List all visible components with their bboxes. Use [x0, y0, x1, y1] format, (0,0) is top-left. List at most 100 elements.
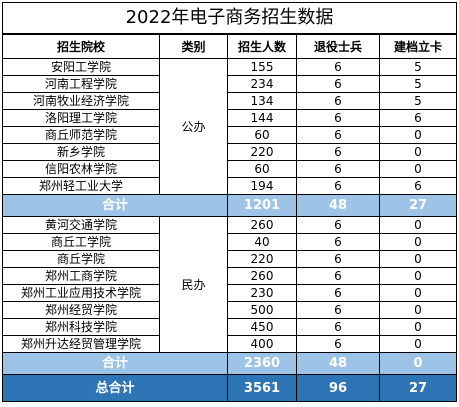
grand-total-label: 总合计: [2, 374, 228, 402]
registered-poor-value: 0: [379, 216, 457, 234]
registered-poor-value: 5: [379, 92, 457, 110]
table-row: 信阳农林学院 60 6 0: [2, 160, 457, 178]
registered-poor-value: 0: [379, 267, 457, 285]
school-name: 安阳工学院: [2, 58, 160, 76]
registered-poor-value: 0: [379, 301, 457, 319]
table-row: 郑州轻工业大学 194 6 6: [2, 177, 457, 195]
table-row: 商丘工学院 40 6 0: [2, 233, 457, 251]
veterans-value: 6: [296, 284, 380, 302]
veterans-value: 6: [296, 160, 380, 178]
table-row: 黄河交通学院 民办 260 6 0: [2, 216, 457, 353]
veterans-value: 6: [296, 335, 380, 353]
table-row: 郑州升达经贸管理学院 400 6 0: [2, 335, 457, 353]
enrollment-value: 60: [227, 126, 297, 144]
school-name: 新乡学院: [2, 143, 160, 161]
enrollment-value: 220: [227, 143, 297, 161]
table-row: 商丘师范学院 60 6 0: [2, 126, 457, 144]
school-name: 郑州升达经贸管理学院: [2, 335, 160, 353]
grand-total-registered-poor: 27: [379, 374, 457, 402]
table-row: 郑州工业应用技术学院 230 6 0: [2, 284, 457, 302]
veterans-value: 6: [296, 92, 380, 110]
veterans-value: 6: [296, 233, 380, 251]
table-row: 洛阳理工学院 144 6 6: [2, 109, 457, 127]
enrollment-value: 134: [227, 92, 297, 110]
school-name: 黄河交通学院: [2, 216, 160, 234]
school-name: 洛阳理工学院: [2, 109, 160, 127]
subtotal-row: 合计 1201 48 27: [2, 194, 457, 217]
veterans-value: 6: [296, 250, 380, 268]
veterans-value: 6: [296, 301, 380, 319]
table-row: 郑州经贸学院 500 6 0: [2, 301, 457, 319]
table-row: 安阳工学院 公办 155 6 5: [2, 58, 457, 195]
enrollment-value: 500: [227, 301, 297, 319]
veterans-value: 6: [296, 216, 380, 234]
grand-total-row: 总合计 3561 96 27: [2, 374, 457, 402]
veterans-value: 6: [296, 58, 380, 76]
school-name: 商丘工学院: [2, 233, 160, 251]
veterans-value: 6: [296, 177, 380, 195]
school-name: 河南工程学院: [2, 75, 160, 93]
title-row: 2022年电子商务招生数据: [2, 2, 457, 35]
subtotal-row: 合计 2360 48 0: [2, 352, 457, 375]
category-cell: 公办: [159, 58, 228, 195]
subtotal-veterans: 48: [296, 352, 380, 375]
enrollment-table: 2022年电子商务招生数据 招生院校 类别 招生人数 退役士兵 建档立卡 安阳工…: [2, 2, 457, 402]
header-registered-poor: 建档立卡: [379, 33, 457, 59]
table-row: 商丘学院 220 6 0: [2, 250, 457, 268]
school-name: 商丘学院: [2, 250, 160, 268]
school-name: 郑州轻工业大学: [2, 177, 160, 195]
registered-poor-value: 0: [379, 126, 457, 144]
header-enrollment: 招生人数: [227, 33, 297, 59]
registered-poor-value: 0: [379, 143, 457, 161]
registered-poor-value: 5: [379, 75, 457, 93]
enrollment-value: 234: [227, 75, 297, 93]
enrollment-value: 60: [227, 160, 297, 178]
registered-poor-value: 0: [379, 284, 457, 302]
enrollment-value: 260: [227, 216, 297, 234]
registered-poor-value: 0: [379, 250, 457, 268]
registered-poor-value: 0: [379, 233, 457, 251]
table-row: 郑州工商学院 260 6 0: [2, 267, 457, 285]
school-name: 郑州工商学院: [2, 267, 160, 285]
subtotal-enrollment: 1201: [227, 194, 297, 217]
registered-poor-value: 5: [379, 58, 457, 76]
table-row: 河南牧业经济学院 134 6 5: [2, 92, 457, 110]
header-veterans: 退役士兵: [296, 33, 380, 59]
subtotal-registered-poor: 0: [379, 352, 457, 375]
veterans-value: 6: [296, 267, 380, 285]
table-row: 河南工程学院 234 6 5: [2, 75, 457, 93]
header-row: 招生院校 类别 招生人数 退役士兵 建档立卡: [2, 33, 457, 59]
subtotal-label: 合计: [2, 352, 228, 375]
school-name: 郑州科技学院: [2, 318, 160, 336]
subtotal-veterans: 48: [296, 194, 380, 217]
enrollment-value: 40: [227, 233, 297, 251]
enrollment-value: 155: [227, 58, 297, 76]
school-name: 郑州工业应用技术学院: [2, 284, 160, 302]
registered-poor-value: 6: [379, 177, 457, 195]
veterans-value: 6: [296, 143, 380, 161]
school-name: 河南牧业经济学院: [2, 92, 160, 110]
enrollment-value: 194: [227, 177, 297, 195]
header-category: 类别: [159, 33, 228, 59]
enrollment-value: 230: [227, 284, 297, 302]
category-cell: 民办: [159, 216, 228, 353]
enrollment-value: 400: [227, 335, 297, 353]
enrollment-value: 220: [227, 250, 297, 268]
table-row: 新乡学院 220 6 0: [2, 143, 457, 161]
enrollment-value: 450: [227, 318, 297, 336]
school-name: 商丘师范学院: [2, 126, 160, 144]
registered-poor-value: 0: [379, 318, 457, 336]
table-title: 2022年电子商务招生数据: [2, 2, 457, 35]
school-name: 郑州经贸学院: [2, 301, 160, 319]
enrollment-value: 260: [227, 267, 297, 285]
veterans-value: 6: [296, 318, 380, 336]
registered-poor-value: 0: [379, 335, 457, 353]
veterans-value: 6: [296, 75, 380, 93]
enrollment-value: 144: [227, 109, 297, 127]
subtotal-enrollment: 2360: [227, 352, 297, 375]
table-row: 郑州科技学院 450 6 0: [2, 318, 457, 336]
grand-total-enrollment: 3561: [227, 374, 297, 402]
subtotal-registered-poor: 27: [379, 194, 457, 217]
school-name: 信阳农林学院: [2, 160, 160, 178]
